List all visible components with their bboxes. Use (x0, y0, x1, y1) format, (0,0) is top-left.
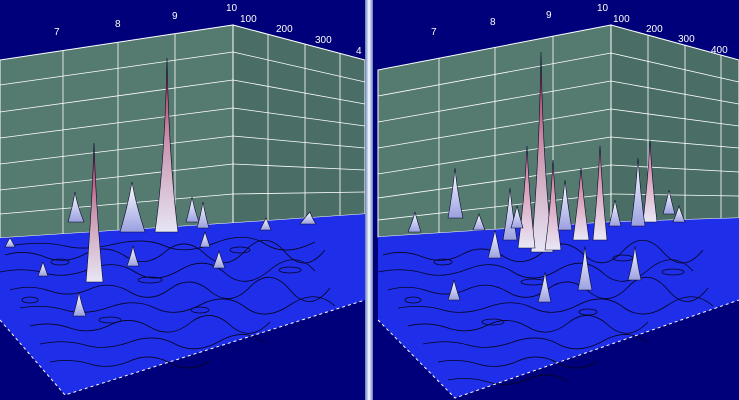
peak (662, 189, 676, 215)
peak (4, 237, 16, 248)
peak (537, 271, 552, 303)
y-tick: 200 (276, 24, 293, 35)
peak (154, 57, 179, 233)
peak (185, 196, 200, 223)
peak (199, 231, 211, 248)
peaks (407, 51, 686, 303)
peak (608, 199, 622, 227)
peak (592, 145, 608, 241)
peak (510, 205, 524, 229)
x-tick: 8 (490, 17, 496, 28)
peak (487, 229, 502, 259)
peak (119, 181, 146, 233)
peak (472, 213, 486, 231)
peak (572, 167, 590, 241)
peak (447, 167, 464, 219)
x-tick: 7 (54, 27, 60, 38)
x-tick: 10 (597, 3, 609, 14)
y-tick: 300 (678, 34, 695, 45)
peak (642, 139, 658, 223)
peak (557, 179, 573, 231)
surface-plot-left[interactable]: 7 8 9 10 100 200 300 4 (0, 0, 365, 400)
peak (212, 249, 226, 269)
peak (85, 142, 104, 283)
peak (447, 279, 461, 301)
peak (259, 217, 272, 231)
x-tick: 7 (431, 27, 437, 38)
floor-contours (0, 236, 336, 369)
x-tick: 9 (172, 11, 178, 22)
floor-surface (378, 218, 739, 398)
peak (530, 51, 554, 253)
floor-front-edge (377, 299, 739, 399)
side-wall (610, 24, 739, 223)
peak (126, 245, 140, 267)
peak (72, 291, 87, 317)
peak (407, 211, 422, 233)
peaks (4, 57, 317, 317)
y-tick: 100 (613, 14, 630, 25)
y-tick: 400 (711, 45, 728, 56)
peak (37, 261, 49, 277)
y-tick: 100 (240, 14, 257, 25)
peak (517, 145, 536, 249)
x-tick: 8 (115, 19, 121, 30)
peak (577, 245, 593, 291)
back-wall-grid (377, 36, 612, 234)
y-tick: 200 (646, 24, 663, 35)
peak (299, 211, 317, 225)
peak (544, 159, 562, 251)
surface-plot-right-canvas[interactable]: 7 8 9 10 100 200 300 400 (373, 0, 739, 400)
side-wall-grid (232, 34, 365, 221)
y-tick: 300 (315, 35, 332, 46)
peak (630, 157, 646, 227)
back-wall (377, 24, 612, 238)
x-tick: 9 (546, 10, 552, 21)
surface-plot-left-canvas[interactable]: 7 8 9 10 100 200 300 4 (0, 0, 365, 400)
peak (627, 245, 642, 281)
peak (67, 191, 85, 223)
x-tick: 10 (226, 3, 238, 14)
back-wall-grid (0, 34, 234, 234)
panel-splitter[interactable] (365, 0, 373, 400)
surface-plot-right[interactable]: 7 8 9 10 100 200 300 400 (373, 0, 739, 400)
peak (196, 201, 210, 229)
peak (672, 205, 686, 223)
y-tick: 4 (356, 46, 362, 57)
